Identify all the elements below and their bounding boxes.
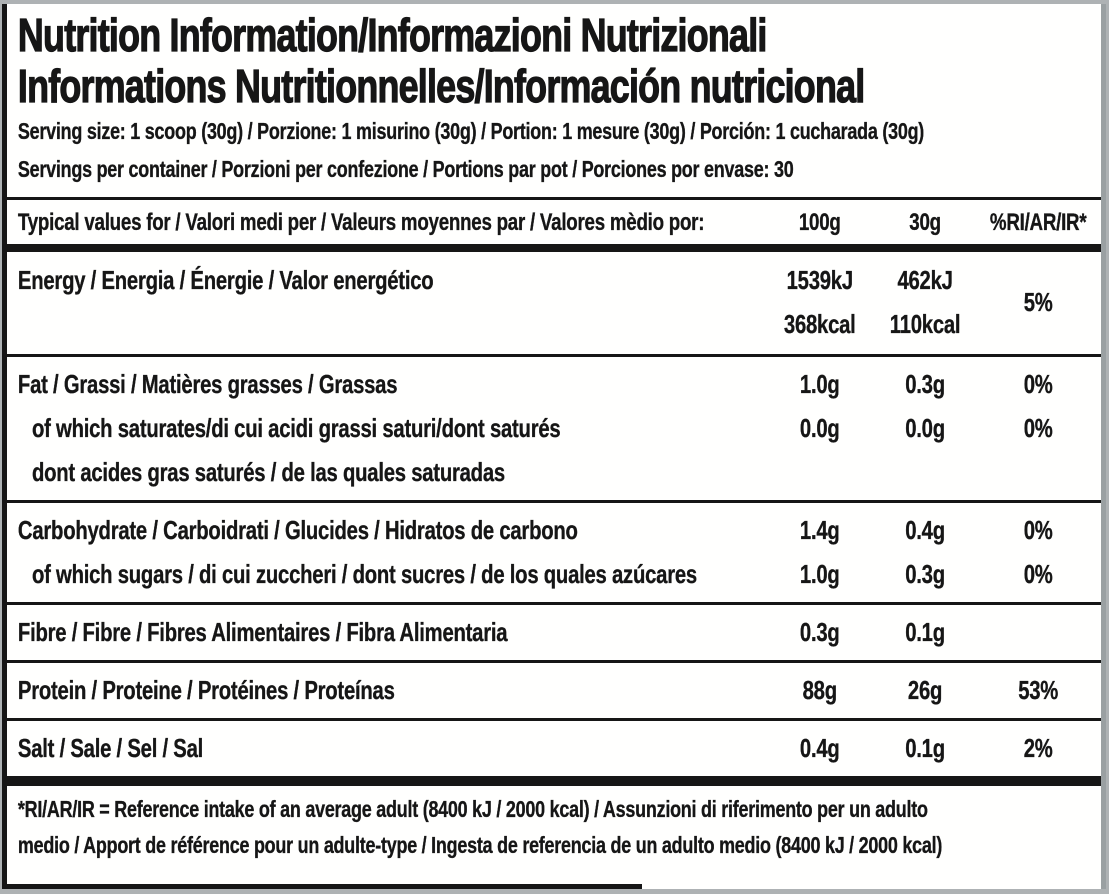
table-row: of which sugars / di cui zuccheri / dont… [18, 552, 1093, 596]
protein-section: Protein / Proteine / Protéines / Proteín… [18, 663, 1093, 718]
protein-100g: 88g [802, 675, 838, 705]
saturates-100g: 0.0g [799, 413, 840, 443]
saturates-label-cont: dont acides gras saturés / de las quales… [31, 457, 505, 487]
divider [7, 354, 1101, 357]
label-header: Nutrition Information/Informazioni Nutri… [17, 9, 1093, 188]
sugars-label: of which sugars / di cui zuccheri / dont… [31, 559, 698, 589]
fat-30g: 0.3g [905, 369, 945, 399]
column-header-ri: %RI/AR/IR* [989, 209, 1087, 236]
fibre-label: Fibre / Fibre / Fibres Alimentaires / Fi… [17, 617, 508, 647]
fat-ri: 0% [1023, 369, 1053, 399]
divider [7, 500, 1101, 503]
carbohydrate-ri: 0% [1023, 515, 1053, 545]
sugars-ri: 0% [1023, 559, 1053, 589]
fat-100g: 1.0g [799, 369, 840, 399]
table-row: dont acides gras saturés / de las quales… [18, 450, 1093, 494]
carbohydrate-30g: 0.4g [905, 515, 945, 545]
salt-100g: 0.4g [799, 733, 840, 763]
energy-value-30g: 462kJ 110kcal [867, 258, 984, 346]
divider [7, 197, 1101, 200]
nutrition-label: Nutrition Information/Informazioni Nutri… [2, 4, 1106, 889]
reference-intake-footnote: *RI/AR/IR = Reference intake of an avera… [18, 786, 1093, 863]
carbohydrate-100g: 1.4g [799, 515, 840, 545]
protein-30g: 26g [907, 675, 943, 705]
protein-label: Protein / Proteine / Protéines / Proteín… [17, 675, 395, 705]
sugars-100g: 1.0g [799, 559, 840, 589]
fat-section: Fat / Grassi / Matières grasses / Grassa… [18, 357, 1093, 500]
sugars-30g: 0.3g [905, 559, 945, 589]
table-row: Fat / Grassi / Matières grasses / Grassa… [18, 362, 1093, 406]
footnote-line1: *RI/AR/IR = Reference intake of an avera… [17, 796, 928, 822]
fibre-section: Fibre / Fibre / Fibres Alimentaires / Fi… [18, 605, 1093, 660]
divider [7, 718, 1101, 721]
carbohydrate-section: Carbohydrate / Carboidrati / Glucides / … [18, 503, 1093, 602]
divider-thick [7, 244, 1101, 252]
protein-ri: 53% [1018, 675, 1059, 705]
fibre-30g: 0.1g [905, 617, 945, 647]
fat-label: Fat / Grassi / Matières grasses / Grassa… [17, 369, 398, 399]
energy-row: Energy / Energia / Énergie / Valor energ… [18, 252, 1093, 354]
salt-section: Salt / Sale / Sel / Sal 0.4g 0.1g 2% [18, 721, 1093, 776]
saturates-30g: 0.0g [905, 413, 945, 443]
energy-kj-100g: 1539kJ [786, 265, 853, 295]
column-header-100g: 100g [798, 209, 841, 236]
serving-size-line: Serving size: 1 scoop (30g) / Porzione: … [17, 118, 925, 144]
footnote-line2: medio / Apport de référence pour un adul… [17, 832, 943, 858]
energy-ri: 5% [1023, 287, 1053, 317]
salt-label: Salt / Sale / Sel / Sal [17, 733, 204, 763]
label-content: Nutrition Information/Informazioni Nutri… [7, 4, 1101, 863]
carbohydrate-label: Carbohydrate / Carboidrati / Glucides / … [17, 515, 578, 545]
energy-label: Energy / Energia / Énergie / Valor energ… [17, 265, 434, 295]
footnote-divider-bar [7, 776, 1101, 786]
label-title-line2: Informations Nutritionnelles/Información… [17, 60, 865, 112]
energy-kcal-30g: 110kcal [889, 309, 961, 339]
divider [7, 660, 1101, 663]
energy-kj-30g: 462kJ [897, 265, 953, 295]
divider [7, 602, 1101, 605]
table-header-label: Typical values for / Valori medi per / V… [17, 209, 705, 236]
label-title-line1: Nutrition Information/Informazioni Nutri… [17, 9, 767, 61]
servings-per-container-line: Servings per container / Porzioni per co… [17, 156, 794, 182]
table-row: Salt / Sale / Sel / Sal 0.4g 0.1g 2% [18, 726, 1093, 770]
fibre-100g: 0.3g [799, 617, 840, 647]
table-row: Protein / Proteine / Protéines / Proteín… [18, 668, 1093, 712]
table-row: of which saturates/di cui acidi grassi s… [18, 406, 1093, 450]
energy-kcal-100g: 368kcal [783, 309, 856, 339]
saturates-label: of which saturates/di cui acidi grassi s… [31, 413, 561, 443]
table-row: Carbohydrate / Carboidrati / Glucides / … [18, 508, 1093, 552]
table-row: Fibre / Fibre / Fibres Alimentaires / Fi… [18, 610, 1093, 654]
saturates-ri: 0% [1023, 413, 1053, 443]
salt-ri: 2% [1023, 733, 1053, 763]
table-header-row: Typical values for / Valori medi per / V… [18, 200, 1093, 244]
energy-value-100g: 1539kJ 368kcal [773, 258, 867, 346]
column-header-30g: 30g [909, 209, 941, 236]
salt-30g: 0.1g [905, 733, 945, 763]
